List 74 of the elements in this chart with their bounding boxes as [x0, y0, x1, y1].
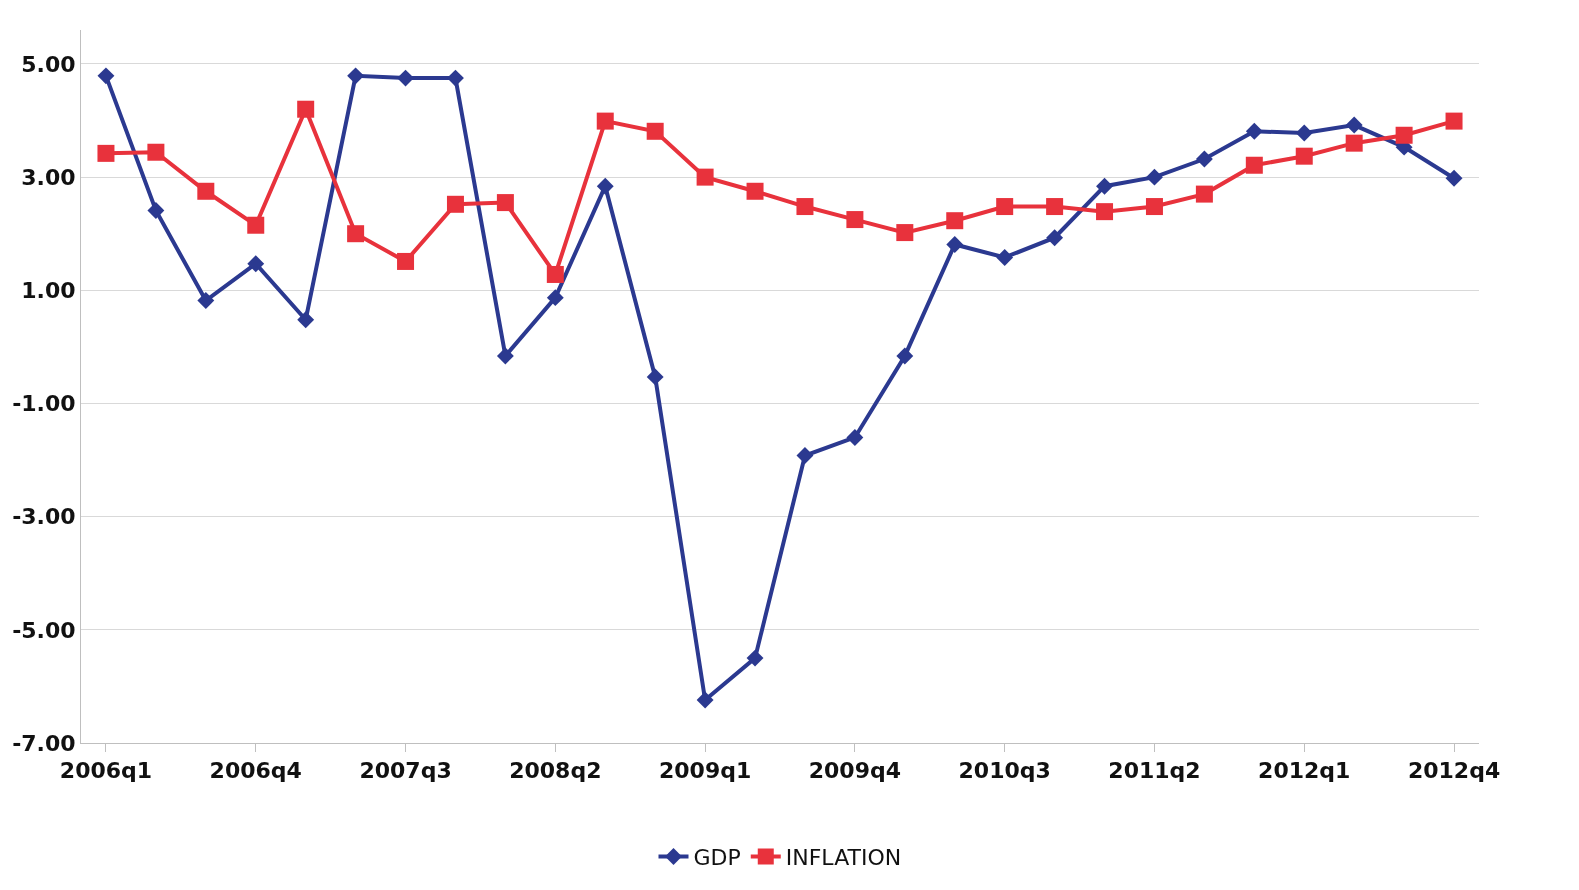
point — [347, 225, 365, 243]
point — [1096, 203, 1114, 221]
point — [646, 368, 664, 386]
x-tick-label: 2007q3 — [359, 758, 452, 784]
point — [397, 252, 415, 270]
point — [496, 347, 514, 365]
point — [1195, 185, 1213, 203]
point — [646, 122, 664, 140]
point — [946, 236, 964, 253]
point — [1345, 134, 1363, 152]
x-tick-label: 2011q2 — [1108, 758, 1201, 784]
x-tick-label: 2009q4 — [808, 758, 902, 784]
point — [97, 144, 115, 162]
x-tick-label: 2012q4 — [1407, 758, 1501, 784]
point — [197, 182, 215, 200]
point — [496, 194, 514, 212]
x-tick-label: 2009q1 — [658, 758, 752, 784]
point — [247, 255, 265, 273]
point — [846, 428, 864, 446]
point — [197, 292, 215, 309]
point — [1195, 150, 1213, 168]
point — [447, 69, 464, 87]
legend-label: GDP — [693, 845, 741, 871]
point — [347, 67, 365, 85]
x-tick-label: 2006q4 — [209, 758, 302, 784]
point — [1046, 198, 1064, 216]
point — [397, 69, 414, 87]
point — [1445, 169, 1463, 187]
y-tick-label: 5.00 — [21, 51, 76, 77]
point — [996, 198, 1014, 216]
x-tick-label: 2008q2 — [509, 758, 602, 784]
x-tick-label: 2012q1 — [1258, 758, 1351, 784]
point — [796, 447, 814, 464]
point — [796, 198, 814, 216]
point — [1445, 112, 1463, 130]
x-tick-label: 2010q3 — [958, 758, 1051, 784]
point — [946, 212, 964, 230]
y-tick-label: -1.00 — [12, 391, 76, 417]
legend-label: INFLATION — [785, 845, 902, 871]
y-tick-label: -7.00 — [12, 730, 76, 756]
point — [596, 112, 614, 130]
point — [1245, 122, 1263, 140]
y-tick-label: 3.00 — [21, 164, 76, 190]
point — [1395, 126, 1413, 144]
point — [746, 649, 764, 667]
point — [1345, 116, 1363, 134]
x-tick-label: 2006q1 — [59, 758, 153, 784]
point — [147, 143, 165, 161]
point — [446, 195, 464, 213]
point — [97, 67, 115, 85]
point — [147, 202, 165, 219]
y-tick-label: 1.00 — [21, 278, 76, 303]
y-tick-label: -3.00 — [12, 504, 76, 530]
point — [297, 100, 315, 118]
point — [596, 177, 614, 195]
point — [1295, 124, 1313, 142]
y-tick-label: -5.00 — [12, 617, 76, 643]
point — [247, 216, 265, 234]
point — [1145, 198, 1163, 216]
point — [297, 311, 315, 329]
point — [1245, 156, 1263, 174]
point — [1046, 229, 1064, 247]
point — [696, 168, 714, 186]
point — [846, 211, 864, 229]
point — [1295, 147, 1313, 165]
point — [896, 347, 914, 365]
point — [546, 289, 564, 307]
point — [1146, 168, 1163, 186]
point — [1096, 177, 1113, 195]
point — [696, 691, 714, 709]
point — [896, 224, 914, 242]
point — [746, 182, 764, 200]
point — [996, 249, 1014, 266]
point — [546, 265, 564, 283]
